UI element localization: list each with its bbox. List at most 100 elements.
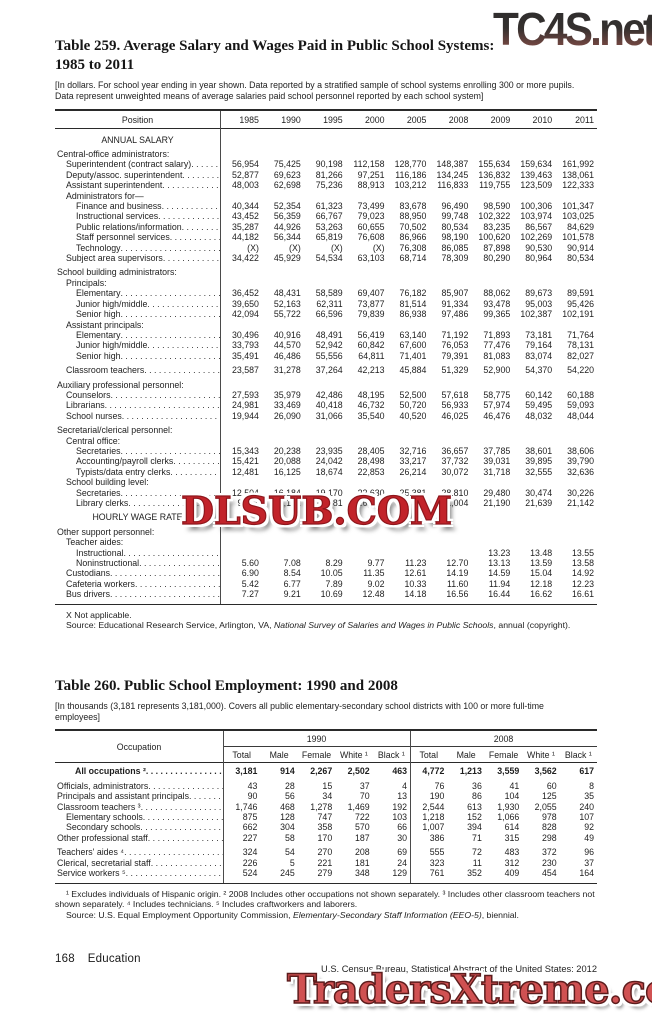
value-cell: 25,381 <box>399 487 427 498</box>
value-cell: 1,218 <box>422 812 445 823</box>
value-cell: 12,481 <box>231 466 259 477</box>
table-row: Service workers ⁵ 524 245 279 348 129 761 352 40… <box>55 868 597 878</box>
value-cell: 107 <box>579 812 595 823</box>
table-row: Principals and assistant principals 90 56 3… <box>55 791 597 801</box>
value-cell: 69,407 <box>357 288 385 299</box>
value-cell: 12.70 <box>446 558 469 569</box>
table-row: Classroom teachers 23,587 31,278 37,264 42,2… <box>55 365 597 375</box>
value-cell: 39,031 <box>483 456 511 467</box>
value-cell: 9.77 <box>367 558 385 569</box>
value-cell: 71 <box>472 832 482 843</box>
value-cell: 914 <box>280 766 295 777</box>
value-cell: 76,053 <box>441 340 469 351</box>
value-cell <box>262 548 304 558</box>
table-row: Classroom teachers ³ 1,746 468 1,278 1,469 19… <box>55 802 597 812</box>
value-cell: 99,365 <box>483 309 511 320</box>
value-cell: 14,381 <box>315 498 343 508</box>
value-cell: 39,650 <box>231 298 259 309</box>
year-group-header: 2008 <box>410 731 597 748</box>
value-cell: 57,618 <box>441 389 469 400</box>
value-cell: 348 <box>354 868 370 879</box>
value-cell: 2,544 <box>422 801 445 812</box>
value-cell: 16.56 <box>446 589 469 600</box>
table-row: Noninstructional 5.60 7.08 8.29 9.77 11.23 12.… <box>55 558 597 568</box>
row-label: Public relations/information <box>55 222 220 232</box>
value-cell: 30,072 <box>441 466 469 477</box>
value-cell: 31,066 <box>315 410 343 421</box>
value-cell: 48,003 <box>231 180 259 191</box>
row-label: ANNUAL SALARY <box>101 134 174 145</box>
value-cell: 10.69 <box>320 589 343 600</box>
row-label: Officials, administrators <box>55 781 223 791</box>
dot-leader <box>126 868 223 878</box>
value-cell: 12.18 <box>530 578 553 589</box>
value-cell: 139,463 <box>520 169 553 180</box>
table-260-title: Table 260. Public School Employment: 199… <box>55 677 398 694</box>
table-259-footnotes: X Not applicable. Source: Educational Re… <box>55 610 597 631</box>
year-column-header: 2010 <box>532 114 553 125</box>
value-cell: 14.19 <box>446 568 469 579</box>
row-label: Finance and business <box>55 201 220 211</box>
table-row: Technology (X) (X) (X) (X) 76,308 86,085 87,898… <box>55 243 597 253</box>
value-cell: 6.90 <box>241 568 259 579</box>
value-cell: 221 <box>317 857 333 868</box>
row-label: Clerical, secretarial staff <box>55 858 223 868</box>
value-cell: 240 <box>579 801 595 812</box>
value-cell: 44,926 <box>273 221 301 232</box>
value-cell: 46,476 <box>483 410 511 421</box>
value-cell: 524 <box>242 868 258 879</box>
year-group-row: 1990 2008 <box>223 731 597 748</box>
row-label: Instructional <box>55 548 220 558</box>
row-label: Superintendent (contract salary) <box>55 159 220 169</box>
value-cell: 11.94 <box>488 578 511 589</box>
value-cell: 12.48 <box>362 589 385 600</box>
value-cell: 148,387 <box>436 159 469 170</box>
year-column-header: 1995 <box>323 114 343 125</box>
value-cell: 40,916 <box>273 329 301 340</box>
value-cell: 13.58 <box>572 558 595 569</box>
value-cell: 71,893 <box>483 329 511 340</box>
row-label: Elementary <box>55 288 220 298</box>
value-cell: 5 <box>289 857 295 868</box>
subcolumn-header: Black ¹ <box>564 750 592 761</box>
value-cell: 61,323 <box>315 201 343 212</box>
value-cell: 77,476 <box>483 340 511 351</box>
value-cell: 129 <box>392 868 408 879</box>
value-cell: 20,088 <box>273 456 301 467</box>
value-cell: 71,764 <box>567 329 595 340</box>
value-cell: 90,914 <box>567 242 595 253</box>
value-cell: 32,636 <box>567 466 595 477</box>
dot-leader <box>141 802 223 812</box>
value-cell: 86 <box>472 791 482 802</box>
dot-leader <box>121 288 221 298</box>
value-cell: 52,354 <box>273 201 301 212</box>
position-column-header: Position <box>121 114 154 125</box>
value-cell: 58 <box>285 832 295 843</box>
row-label: Typists/data entry clerks <box>55 467 220 477</box>
value-cell: 28,405 <box>357 445 385 456</box>
value-cell: 5.42 <box>241 578 259 589</box>
row-label: Instructional services <box>55 211 220 221</box>
value-cell: 227 <box>242 832 258 843</box>
row-label: Secretarial/clerical personnel: <box>57 425 173 436</box>
value-cell: 31,278 <box>273 365 301 376</box>
value-cell: 7.89 <box>325 578 343 589</box>
table-259-title-line2: 1985 to 2011 <box>55 57 135 73</box>
watermark-dlsub: DLSUB.COM <box>180 487 453 533</box>
value-cell: 279 <box>317 868 333 879</box>
value-cell: 103,025 <box>562 211 595 222</box>
subcolumn-header: Male <box>269 750 289 761</box>
value-cell: 11 <box>472 857 482 868</box>
value-cell: 60 <box>546 780 557 791</box>
value-cell: 103 <box>392 812 408 823</box>
row-label: Counselors <box>55 390 220 400</box>
row-label: Bus drivers <box>55 589 220 599</box>
value-cell: 48,195 <box>357 389 385 400</box>
value-cell: 45,929 <box>273 253 301 264</box>
value-cell: 7.27 <box>241 589 259 600</box>
value-cell: 1,278 <box>310 801 333 812</box>
value-cell: 208 <box>354 847 370 858</box>
value-cell: 570 <box>354 822 370 833</box>
occupation-column-header: Occupation <box>116 741 162 752</box>
value-cell: 27,593 <box>231 389 259 400</box>
